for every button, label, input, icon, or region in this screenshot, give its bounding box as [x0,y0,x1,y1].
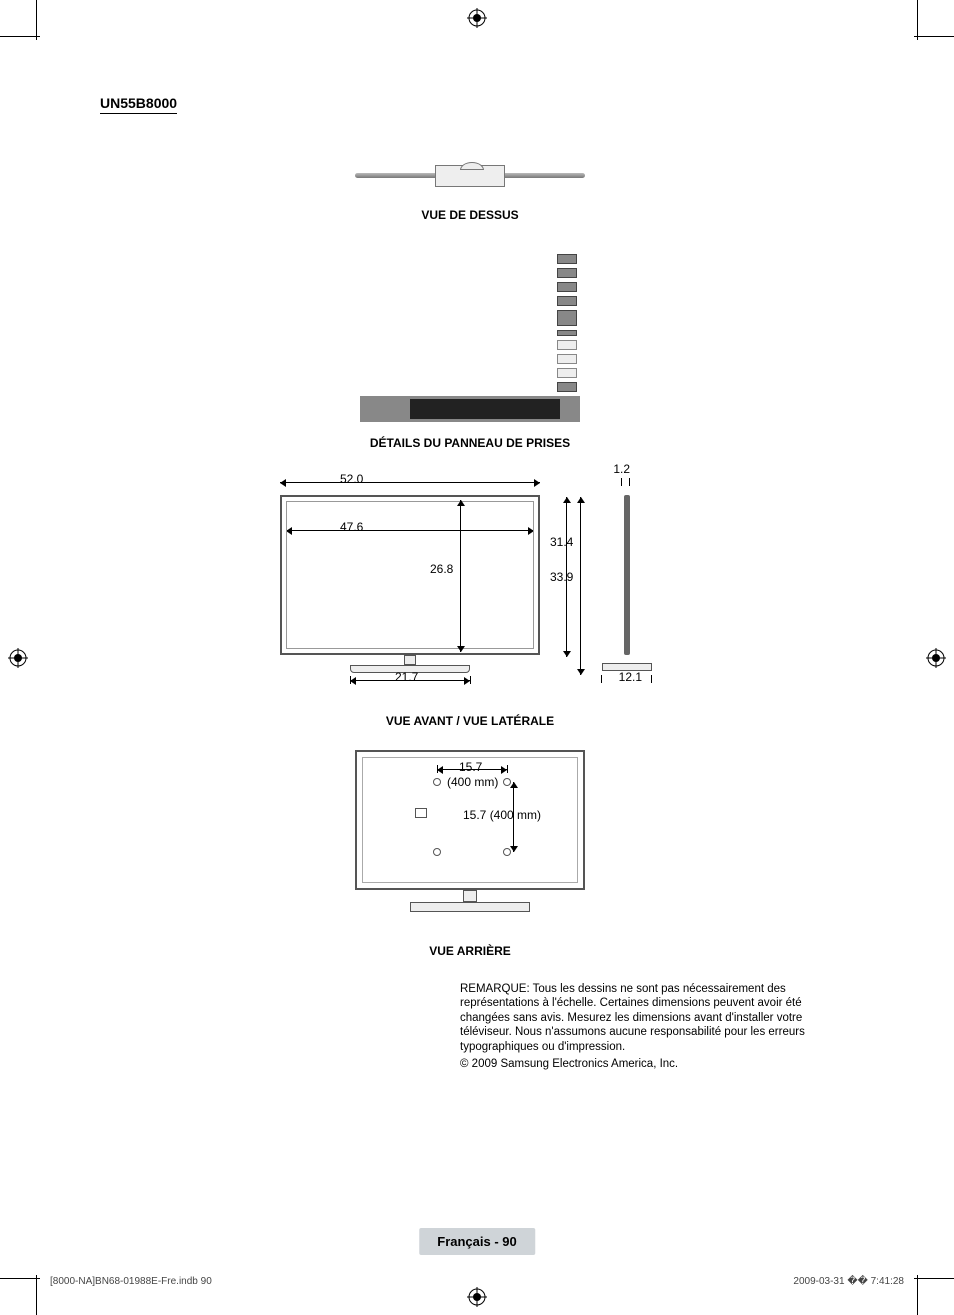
footer-right: 2009-03-31 �� 7:41:28 [793,1276,904,1287]
footer-left: [8000-NA]BN68-01988E-Fre.indb 90 [50,1276,212,1287]
registration-mark [467,8,487,28]
page-badge: Français - 90 [419,1228,535,1255]
top-view-label: VUE DE DESSUS [100,208,840,222]
remark-text: REMARQUE: Tous les dessins ne sont pas n… [460,982,840,1054]
rear-view-label: VUE ARRIÈRE [100,944,840,958]
front-side-label: VUE AVANT / VUE LATÉRALE [100,714,840,728]
registration-mark [467,1287,487,1307]
registration-mark [926,648,946,668]
disclaimer-note: REMARQUE: Tous les dessins ne sont pas n… [460,982,840,1071]
rear-view-diagram: 15.7 (400 mm) 15.7 (400 mm) [355,750,585,930]
top-view-diagram [355,159,585,194]
copyright-text: © 2009 Samsung Electronics America, Inc. [460,1057,840,1071]
jack-panel-diagram [360,252,580,422]
front-side-diagram: 52.0 47.6 26.8 31.4 33.9 21.7 1.2 12.1 [280,470,670,700]
jack-panel-label: DÉTAILS DU PANNEAU DE PRISES [100,436,840,450]
print-footer: [8000-NA]BN68-01988E-Fre.indb 90 2009-03… [50,1276,904,1287]
model-number: UN55B8000 [100,95,177,114]
registration-mark [8,648,28,668]
